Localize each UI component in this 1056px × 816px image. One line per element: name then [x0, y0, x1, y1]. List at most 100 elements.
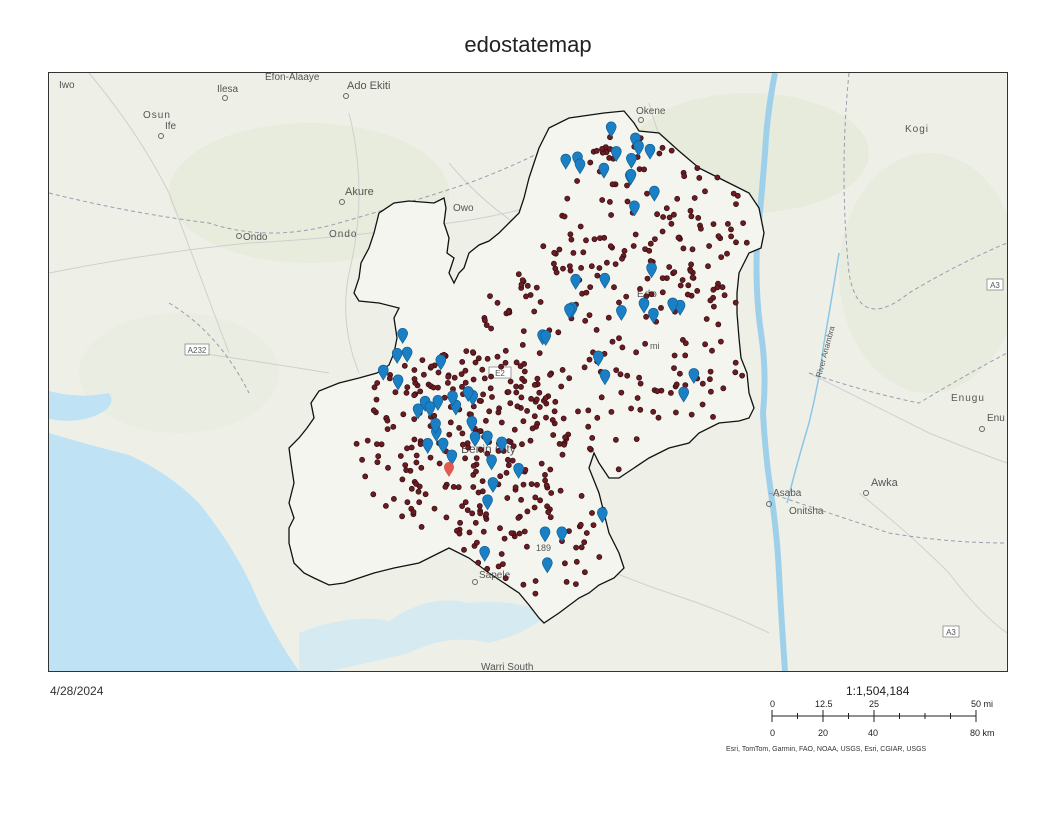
point-feature[interactable] [514, 403, 521, 410]
point-feature[interactable] [580, 249, 587, 256]
point-feature[interactable] [597, 235, 603, 241]
map-pin-icon[interactable] [542, 557, 553, 574]
point-feature[interactable] [537, 299, 544, 305]
point-feature[interactable] [658, 304, 664, 311]
point-feature[interactable] [459, 383, 465, 390]
point-feature[interactable] [702, 341, 708, 348]
point-feature[interactable] [481, 317, 488, 324]
point-feature[interactable] [552, 398, 559, 405]
point-feature[interactable] [416, 483, 423, 490]
point-feature[interactable] [531, 504, 538, 511]
point-feature[interactable] [567, 231, 574, 238]
point-feature[interactable] [594, 272, 601, 279]
point-feature[interactable] [721, 292, 728, 299]
point-feature[interactable] [559, 366, 566, 373]
point-feature[interactable] [543, 414, 549, 421]
point-feature[interactable] [624, 182, 630, 189]
point-feature[interactable] [582, 569, 588, 576]
point-feature[interactable] [674, 195, 681, 202]
point-feature[interactable] [542, 395, 549, 401]
point-feature[interactable] [593, 147, 600, 154]
point-feature[interactable] [733, 201, 739, 207]
point-feature[interactable] [524, 282, 531, 289]
point-feature[interactable] [570, 249, 577, 256]
point-feature[interactable] [550, 260, 557, 267]
point-feature[interactable] [399, 476, 406, 483]
point-feature[interactable] [384, 417, 391, 424]
point-feature[interactable] [536, 389, 543, 396]
point-feature[interactable] [656, 150, 663, 157]
point-feature[interactable] [527, 437, 534, 444]
map-pin-icon[interactable] [377, 364, 389, 381]
point-feature[interactable] [688, 213, 695, 220]
point-feature[interactable] [659, 275, 666, 281]
map-pin-icon[interactable] [430, 418, 441, 434]
map-pin-icon[interactable] [424, 401, 436, 418]
map-pin-icon[interactable] [648, 307, 659, 324]
point-feature[interactable] [688, 411, 695, 418]
point-feature[interactable] [403, 467, 410, 473]
map-pin-icon[interactable] [678, 386, 690, 403]
point-feature[interactable] [685, 282, 692, 289]
point-feature[interactable] [703, 316, 710, 322]
point-feature[interactable] [553, 269, 560, 276]
point-feature[interactable] [477, 510, 484, 517]
point-feature[interactable] [464, 507, 471, 513]
point-feature[interactable] [473, 455, 480, 461]
point-feature[interactable] [563, 578, 570, 585]
point-feature[interactable] [540, 243, 547, 250]
point-feature[interactable] [636, 374, 642, 381]
map-pin-icon[interactable] [435, 354, 447, 371]
point-feature[interactable] [616, 299, 622, 306]
point-feature[interactable] [675, 234, 682, 241]
point-feature[interactable] [371, 384, 378, 391]
point-feature[interactable] [469, 510, 476, 517]
point-feature[interactable] [528, 481, 535, 487]
point-feature[interactable] [578, 492, 585, 499]
point-feature[interactable] [732, 369, 739, 376]
point-feature[interactable] [633, 436, 640, 442]
point-feature[interactable] [578, 264, 584, 271]
map-pin-icon[interactable] [649, 185, 660, 202]
point-feature[interactable] [459, 503, 465, 509]
point-feature[interactable] [427, 454, 434, 461]
point-feature[interactable] [604, 259, 610, 266]
point-feature[interactable] [390, 495, 397, 502]
point-feature[interactable] [442, 483, 449, 490]
point-feature[interactable] [628, 405, 634, 412]
point-feature[interactable] [521, 368, 528, 375]
point-feature[interactable] [562, 434, 568, 441]
point-feature[interactable] [410, 509, 417, 515]
map-pin-icon[interactable] [605, 121, 617, 138]
map-pin-icon[interactable] [397, 328, 408, 344]
point-feature[interactable] [687, 267, 694, 274]
point-feature[interactable] [511, 426, 518, 433]
point-feature[interactable] [446, 431, 453, 438]
point-feature[interactable] [498, 551, 505, 557]
point-feature[interactable] [495, 563, 502, 570]
point-feature[interactable] [573, 544, 579, 551]
point-feature[interactable] [710, 413, 716, 420]
point-feature[interactable] [473, 468, 479, 475]
point-feature[interactable] [663, 205, 670, 212]
point-feature[interactable] [486, 408, 493, 415]
point-feature[interactable] [531, 308, 538, 315]
point-feature[interactable] [397, 453, 404, 459]
point-feature[interactable] [637, 406, 644, 413]
point-feature[interactable] [591, 236, 598, 243]
map-pin-icon[interactable] [482, 494, 493, 511]
point-feature[interactable] [724, 250, 730, 257]
point-feature[interactable] [699, 401, 706, 408]
point-feature[interactable] [459, 358, 466, 365]
map-pin-icon[interactable] [646, 262, 657, 279]
point-feature[interactable] [484, 450, 491, 457]
point-feature[interactable] [691, 195, 698, 201]
map-pin-icon[interactable] [633, 140, 644, 157]
map-pin-icon[interactable] [564, 303, 575, 320]
point-feature[interactable] [573, 558, 580, 565]
point-feature[interactable] [696, 175, 703, 181]
point-feature[interactable] [513, 383, 519, 390]
point-feature[interactable] [709, 347, 715, 354]
point-feature[interactable] [596, 265, 603, 271]
point-feature[interactable] [455, 484, 462, 491]
